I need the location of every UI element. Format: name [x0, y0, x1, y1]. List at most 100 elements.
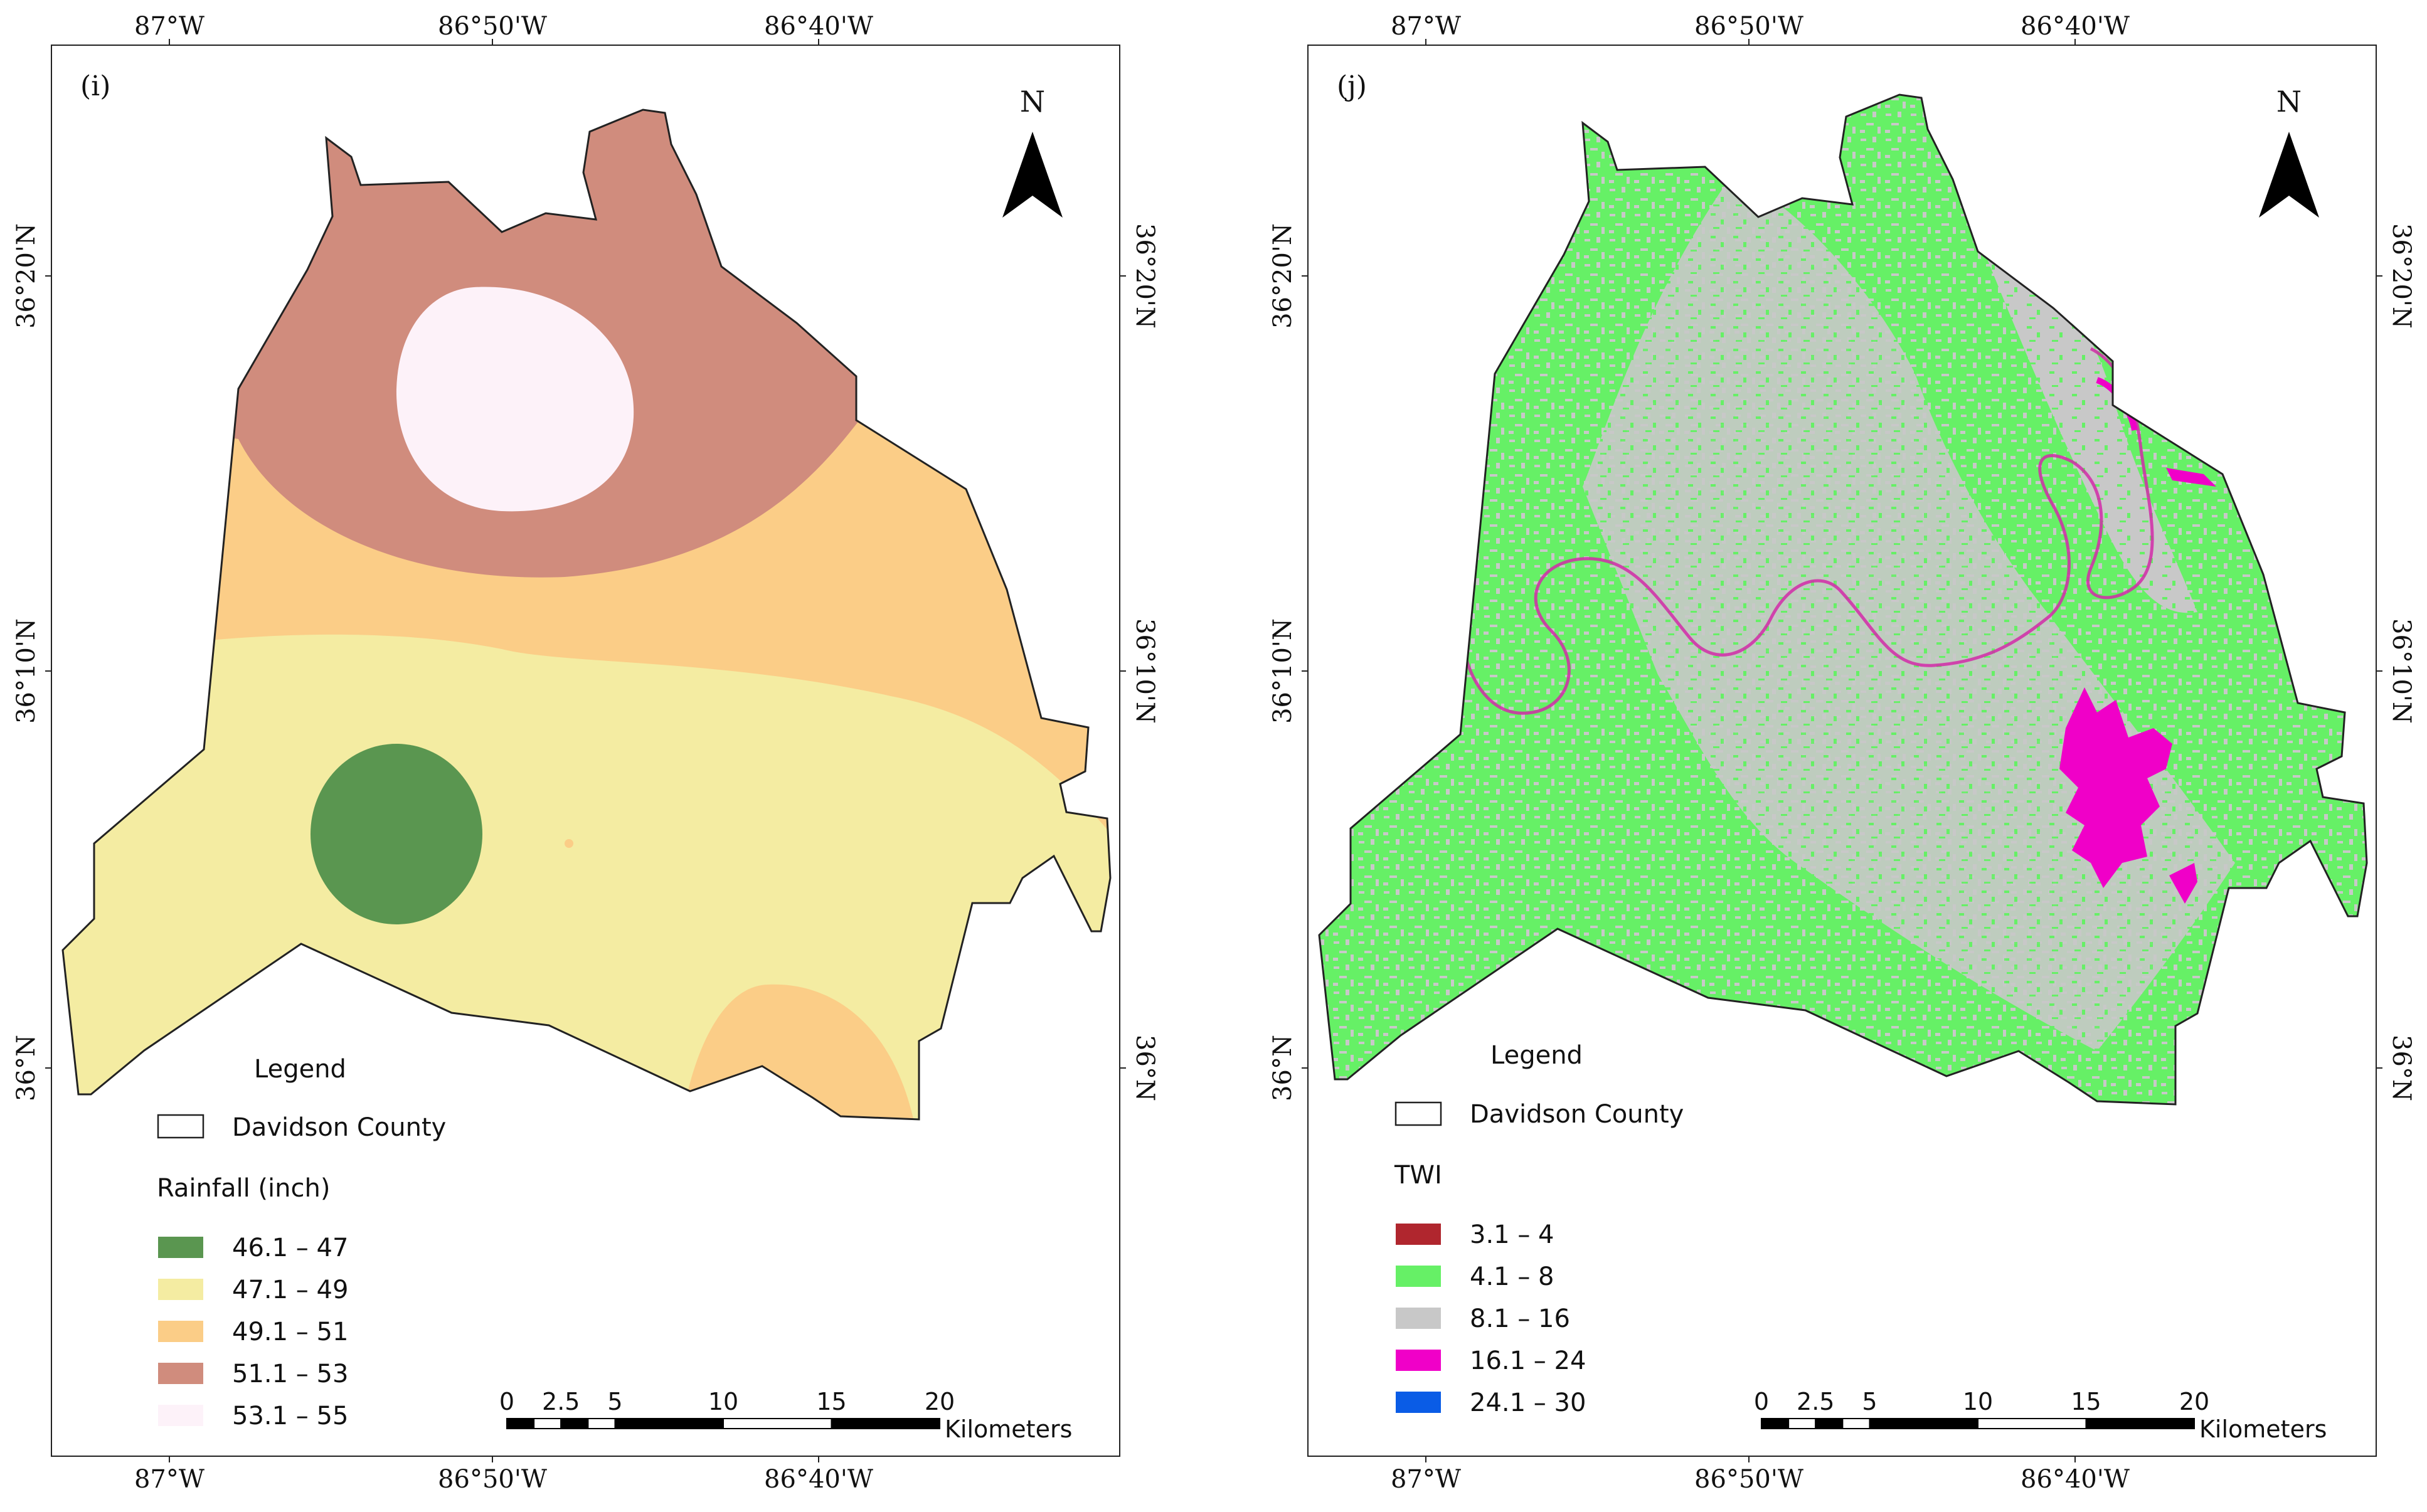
- twi-zone-16-24-lake: [2059, 687, 2172, 888]
- scale-tick-label: 0: [1754, 1388, 1769, 1415]
- legend-title: Legend: [254, 1055, 346, 1084]
- rainfall-zone-53-55: [396, 287, 634, 512]
- scale-segment: [1815, 1418, 1844, 1429]
- lon-label-bottom: 86°50'W: [1694, 1465, 1803, 1494]
- scale-segment: [614, 1418, 724, 1429]
- scale-tick-label: 5: [607, 1388, 622, 1415]
- lon-label-bottom: 86°40'W: [2021, 1465, 2130, 1494]
- scale-tick-label: 10: [708, 1388, 738, 1415]
- lon-label-bottom: 86°50'W: [438, 1465, 547, 1494]
- legend-swatch: [158, 1321, 203, 1342]
- scale-segment: [1761, 1418, 1790, 1429]
- lat-label-right: 36°20'N: [2387, 223, 2416, 329]
- legend-class-label: 49.1 – 51: [232, 1318, 348, 1346]
- twi-map-panel: 87°W 86°50'W 86°40'W 87°W 86°50'W 86°40'…: [1268, 12, 2416, 1494]
- legend-swatch: [1396, 1392, 1441, 1413]
- twi-legend: Legend Davidson County TWI 3.1 – 4 4.1 – …: [1394, 1041, 1684, 1417]
- north-arrow-icon: [2259, 132, 2319, 218]
- lon-label-top: 86°50'W: [438, 12, 547, 41]
- scale-segment: [1977, 1418, 2087, 1429]
- rainfall-spot: [565, 839, 573, 848]
- lon-label-bottom: 87°W: [1391, 1465, 1461, 1494]
- legend-swatch: [158, 1237, 203, 1258]
- lat-label-left: 36°10'N: [12, 618, 41, 724]
- lon-label-top: 86°50'W: [1694, 12, 1803, 41]
- lat-label-left: 36°N: [12, 1035, 41, 1101]
- lat-label-right: 36°N: [2387, 1035, 2416, 1101]
- scale-tick-label: 5: [1862, 1388, 1877, 1415]
- lat-label-right: 36°N: [1130, 1035, 1159, 1101]
- legend-class-label: 4.1 – 8: [1470, 1262, 1554, 1291]
- north-label: N: [1020, 85, 1045, 119]
- panel-label: (j): [1337, 70, 1367, 102]
- legend-swatch: [1396, 1224, 1441, 1245]
- legend-class-label: 46.1 – 47: [232, 1234, 348, 1262]
- scale-tick-label: 15: [816, 1388, 846, 1415]
- scale-tick-label: 20: [925, 1388, 955, 1415]
- scale-tick-label: 2.5: [1797, 1388, 1834, 1415]
- scale-segment: [560, 1418, 589, 1429]
- scale-segment: [2085, 1418, 2195, 1429]
- lon-label-bottom: 86°40'W: [764, 1465, 873, 1494]
- rainfall-zone-46-47: [311, 744, 482, 924]
- lon-label-top: 86°40'W: [2021, 12, 2130, 41]
- graticule-ticks: [1302, 39, 2382, 1462]
- lat-label-left: 36°N: [1268, 1035, 1297, 1101]
- twi-zone-16-24: [2166, 468, 2216, 487]
- lat-label-left: 36°10'N: [1268, 618, 1297, 724]
- legend-variable-title: TWI: [1394, 1161, 1442, 1190]
- lon-label-top: 87°W: [1391, 12, 1461, 41]
- legend-boundary-swatch: [157, 1114, 204, 1139]
- panel-label: (i): [80, 70, 110, 102]
- legend-class-label: 53.1 – 55: [232, 1402, 348, 1430]
- legend-boundary-label: Davidson County: [1470, 1100, 1684, 1129]
- lat-label-left: 36°20'N: [12, 223, 41, 329]
- river-channel: [1362, 347, 2154, 715]
- legend-swatch: [1396, 1350, 1441, 1371]
- legend-boundary-swatch: [1394, 1101, 1442, 1126]
- scale-segment: [723, 1418, 832, 1429]
- north-arrow-icon: [1002, 132, 1063, 218]
- scale-segment: [1869, 1418, 1978, 1429]
- scale-tick-label: 15: [2071, 1388, 2101, 1415]
- legend-class-label: 51.1 – 53: [232, 1360, 348, 1388]
- scale-segment: [506, 1418, 535, 1429]
- lon-label-top: 86°40'W: [764, 12, 873, 41]
- scale-tick-label: 0: [499, 1388, 514, 1415]
- scale-tick-label: 10: [1963, 1388, 1993, 1415]
- lat-label-left: 36°20'N: [1268, 223, 1297, 329]
- scale-tick-label: 20: [2179, 1388, 2209, 1415]
- graticule-ticks: [45, 39, 1126, 1462]
- scale-segment: [1788, 1418, 1817, 1429]
- lon-label-bottom: 87°W: [134, 1465, 204, 1494]
- legend-swatch: [1396, 1308, 1441, 1329]
- lat-label-right: 36°10'N: [2387, 618, 2416, 724]
- twi-zone-16-24: [2169, 863, 2197, 904]
- scale-segment: [533, 1418, 562, 1429]
- legend-swatch: [158, 1405, 203, 1426]
- legend-swatch: [1396, 1266, 1441, 1287]
- legend-swatch: [158, 1363, 203, 1384]
- lat-label-right: 36°10'N: [1130, 618, 1159, 724]
- scale-segment: [831, 1418, 940, 1429]
- legend-boundary-label: Davidson County: [232, 1113, 446, 1142]
- scale-segment: [587, 1418, 616, 1429]
- twi-zone-8-16: [1583, 173, 2235, 1051]
- legend-class-label: 8.1 – 16: [1470, 1304, 1570, 1333]
- rainfall-map-panel: 87°W 86°50'W 86°40'W 87°W 86°50'W 86°40'…: [12, 12, 1159, 1494]
- lon-label-top: 87°W: [134, 12, 204, 41]
- scale-unit-label: Kilometers: [2199, 1415, 2327, 1443]
- legend-class-label: 47.1 – 49: [232, 1276, 348, 1304]
- legend-title: Legend: [1490, 1041, 1583, 1070]
- rainfall-legend: Legend Davidson County Rainfall (inch) 4…: [157, 1055, 446, 1430]
- scale-tick-label: 2.5: [542, 1388, 580, 1415]
- legend-class-label: 24.1 – 30: [1470, 1388, 1586, 1417]
- north-label: N: [2276, 85, 2302, 119]
- legend-swatch: [158, 1279, 203, 1300]
- scale-unit-label: Kilometers: [945, 1415, 1072, 1443]
- legend-variable-title: Rainfall (inch): [157, 1174, 330, 1203]
- lat-label-right: 36°20'N: [1130, 223, 1159, 329]
